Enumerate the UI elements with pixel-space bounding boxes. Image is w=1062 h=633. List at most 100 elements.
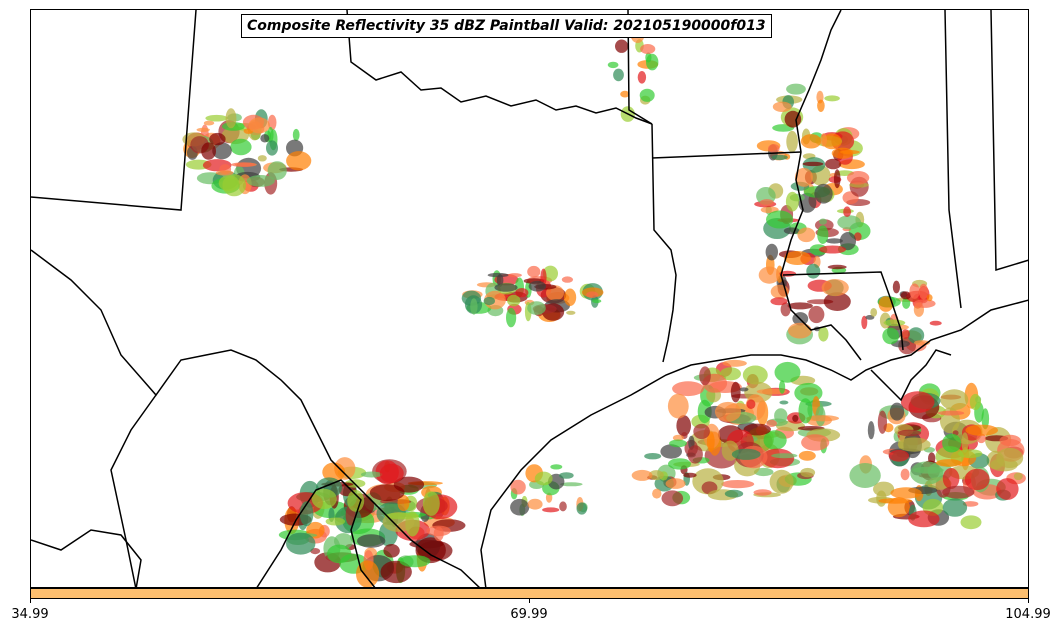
reflectivity-blob	[942, 485, 975, 499]
reflectivity-blob	[384, 512, 420, 520]
reflectivity-blob	[878, 498, 913, 504]
reflectivity-blob	[510, 498, 530, 516]
reflectivity-blob	[257, 155, 267, 162]
reflectivity-blob	[196, 127, 210, 132]
reflectivity-blob	[248, 117, 270, 134]
reflectivity-blob	[699, 366, 711, 386]
boundary-ms-river-north	[795, 10, 842, 153]
reflectivity-blob	[942, 498, 968, 517]
reflectivity-blob	[800, 467, 816, 478]
reflectivity-blob	[784, 251, 811, 265]
reflectivity-blob	[785, 191, 799, 212]
reflectivity-blob	[756, 388, 787, 395]
reflectivity-blob	[566, 310, 576, 315]
reflectivity-blob	[926, 294, 933, 302]
reflectivity-blob	[999, 434, 1021, 447]
reflectivity-blob	[824, 95, 840, 102]
reflectivity-blob	[615, 39, 629, 53]
reflectivity-blob	[683, 472, 697, 478]
reflectivity-blob	[825, 158, 842, 170]
reflectivity-blob	[592, 299, 602, 304]
reflectivity-blob	[779, 380, 786, 394]
reflectivity-blob	[559, 501, 567, 512]
reflectivity-blob	[965, 424, 998, 436]
reflectivity-blob	[846, 171, 870, 185]
reflectivity-blob	[620, 90, 630, 98]
reflectivity-blob	[379, 463, 404, 483]
reflectivity-blob	[564, 288, 577, 307]
reflectivity-blob	[843, 206, 851, 217]
reflectivity-blob	[794, 167, 813, 187]
boundary-co-nm	[31, 10, 197, 211]
colorbar	[30, 588, 1029, 599]
reflectivity-blob	[940, 389, 969, 411]
reflectivity-blob	[357, 534, 386, 548]
map-panel	[30, 9, 1029, 588]
reflectivity-blob	[792, 414, 799, 422]
boundary-ar-ok	[627, 10, 653, 125]
reflectivity-blob	[739, 387, 749, 392]
colorbar-label-middle: 69.99	[510, 607, 548, 622]
reflectivity-blob	[721, 480, 755, 489]
reflectivity-blob	[380, 560, 412, 584]
reflectivity-blob	[540, 268, 547, 286]
gulf-coastline	[480, 299, 1028, 587]
reflectivity-blob	[769, 469, 794, 494]
reflectivity-blob	[215, 170, 234, 176]
reflectivity-blob	[652, 488, 662, 499]
reflectivity-blob	[788, 322, 812, 339]
reflectivity-blob	[267, 114, 277, 131]
reflectivity-blob	[779, 400, 789, 405]
reflectivity-blob	[542, 265, 558, 282]
louisiana-delta	[870, 349, 952, 402]
reflectivity-blob	[706, 431, 715, 453]
reflectivity-blob	[766, 210, 794, 229]
reflectivity-blob	[231, 162, 256, 167]
colorbar-tick-middle	[529, 599, 530, 603]
reflectivity-blob	[787, 302, 813, 310]
reflectivity-blob	[937, 410, 965, 416]
reflectivity-blob	[753, 489, 772, 496]
reflectivity-blob	[646, 53, 659, 71]
reflectivity-blob	[817, 225, 829, 244]
reflectivity-blob	[798, 398, 813, 424]
reflectivity-blob	[286, 151, 312, 171]
reflectivity-blob	[786, 130, 798, 153]
reflectivity-blob	[822, 133, 842, 150]
reflectivity-blob	[669, 439, 687, 448]
reflectivity-blob	[964, 468, 990, 491]
boundary-tx-nm	[31, 249, 480, 587]
reflectivity-blob	[311, 488, 337, 509]
reflectivity-blob	[661, 490, 684, 507]
reflectivity-blob	[507, 273, 522, 278]
reflectivity-blob	[640, 44, 656, 54]
reflectivity-blob	[892, 280, 901, 294]
reflectivity-blob	[890, 487, 922, 499]
reflectivity-blob	[801, 434, 830, 451]
reflectivity-blob	[889, 402, 905, 421]
reflectivity-blob	[586, 291, 599, 299]
reflectivity-blob	[900, 291, 912, 300]
reflectivity-blob	[607, 61, 619, 69]
boundary-al-fl	[990, 10, 1028, 272]
reflectivity-blob	[360, 471, 383, 478]
reflectivity-blob	[383, 544, 400, 558]
reflectivity-blob	[722, 359, 747, 367]
reflectivity-blob	[908, 510, 940, 528]
reflectivity-blob	[929, 320, 942, 326]
reflectivity-blob	[487, 272, 509, 278]
reflectivity-blob	[515, 288, 529, 298]
reflectivity-blob	[742, 365, 768, 385]
reflectivity-blob	[613, 68, 624, 82]
boundary-mississippi-river	[780, 151, 862, 361]
map-svg	[31, 10, 1028, 587]
reflectivity-blob	[913, 299, 936, 308]
boundary-ms-al	[944, 10, 962, 309]
reflectivity-blob	[266, 140, 278, 156]
reflectivity-blob	[883, 319, 906, 327]
reflectivity-blob	[774, 361, 801, 383]
reflectivity-blob	[225, 108, 237, 129]
reflectivity-blob	[800, 134, 822, 149]
reflectivity-blob	[918, 283, 929, 300]
colorbar-label-right: 104.99	[1005, 607, 1051, 622]
